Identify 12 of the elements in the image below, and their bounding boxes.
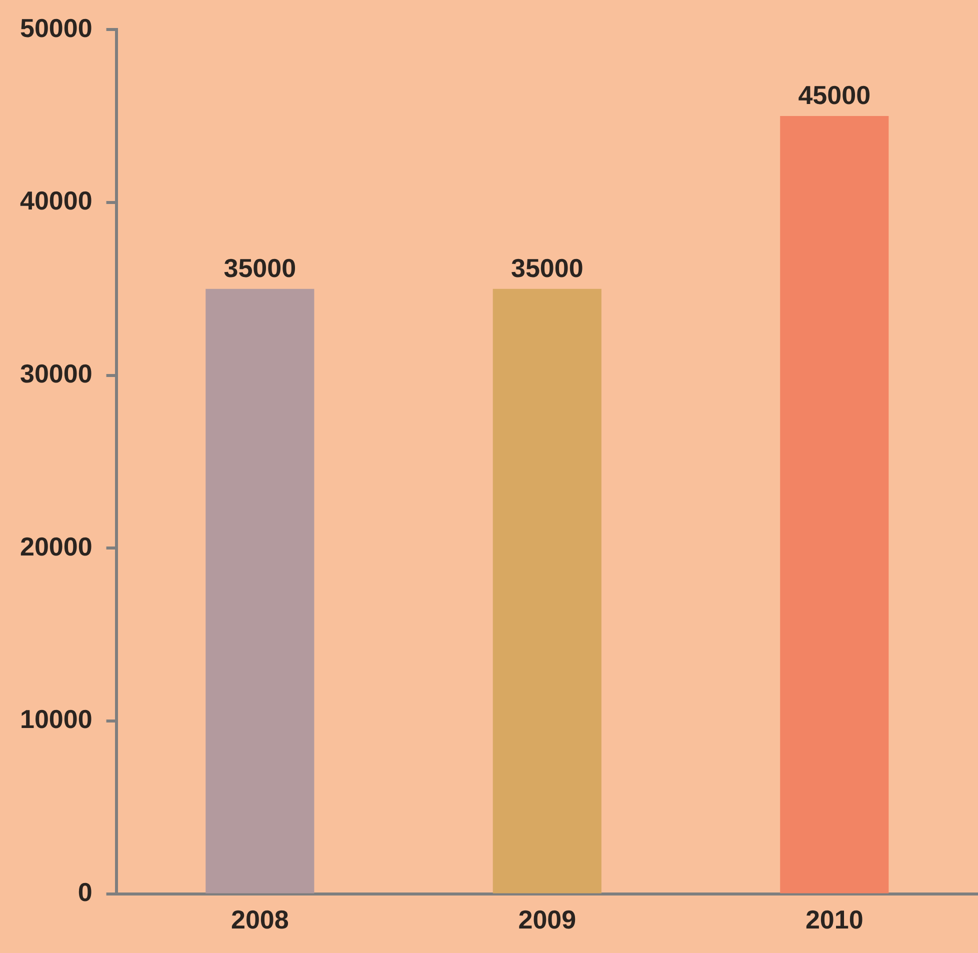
x-tick-label: 2008 [230,904,289,935]
y-tick-label: 50000 [20,12,92,43]
y-tick-label: 0 [78,876,92,907]
y-tick-label: 10000 [20,704,92,734]
data-label: 35000 [510,253,584,284]
x-tick-label: 2010 [805,904,864,935]
x-tick-label: 2009 [518,904,576,935]
y-tick-label: 40000 [20,186,92,216]
data-label: 35000 [224,253,296,284]
y-tick-label: 30000 [20,358,92,388]
y-tick-label: 20000 [20,531,92,562]
data-label: 45000 [798,80,871,110]
